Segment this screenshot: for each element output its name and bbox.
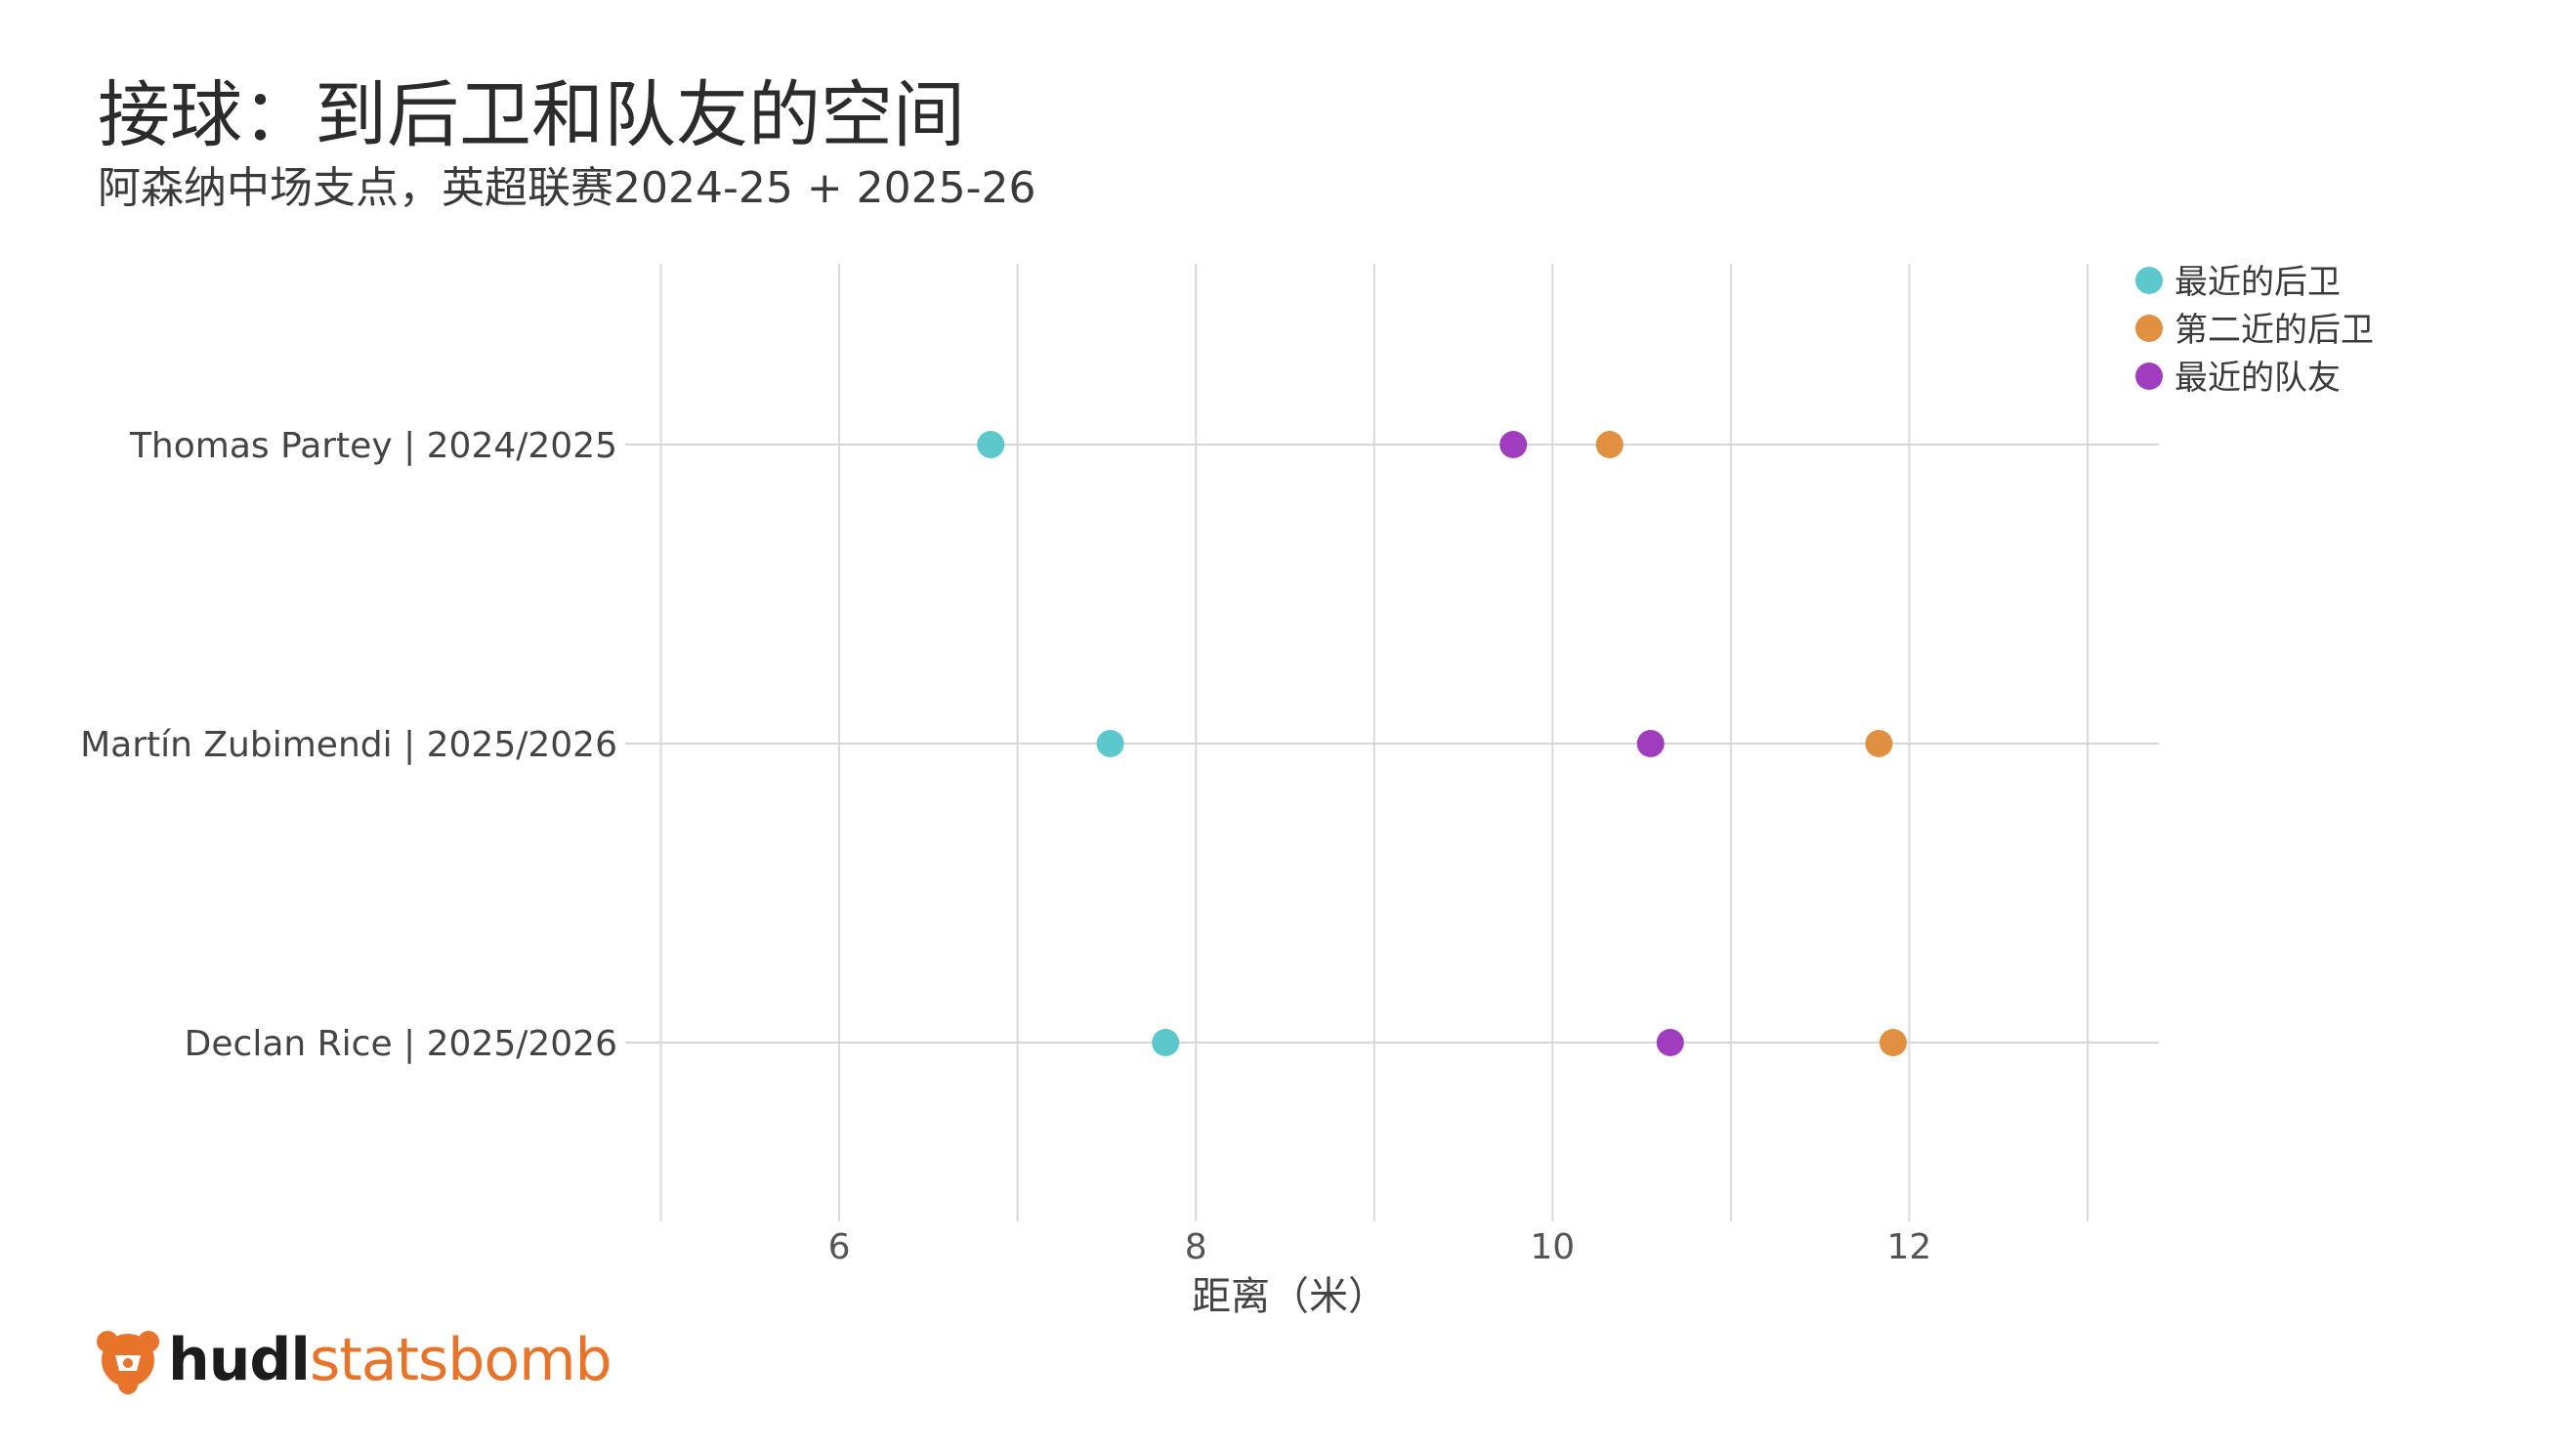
data-point xyxy=(1879,1029,1907,1056)
data-point xyxy=(1152,1029,1180,1056)
hudl-statsbomb-logo: hudl statsbomb xyxy=(94,1323,612,1397)
chart-title: 接球：到后卫和队友的空间 xyxy=(98,73,965,157)
x-tick-label: 6 xyxy=(828,1227,851,1267)
y-category-label: Declan Rice | 2025/2026 xyxy=(185,1024,617,1064)
data-point xyxy=(1865,730,1893,757)
legend-swatch xyxy=(2135,315,2163,342)
statsbomb-emblem-icon xyxy=(97,1331,159,1394)
data-points xyxy=(977,431,1907,1056)
legend-swatch xyxy=(2135,267,2163,294)
logo-text-hudl: hudl xyxy=(168,1326,311,1394)
x-axis-label: 距离（米） xyxy=(1192,1274,1387,1319)
x-tick-label: 12 xyxy=(1887,1227,1932,1267)
data-point xyxy=(1636,730,1665,757)
data-point xyxy=(1096,730,1124,757)
x-tick-label: 10 xyxy=(1530,1227,1575,1267)
category-rows: Thomas Partey | 2024/2025 Martín Zubimend… xyxy=(80,426,2159,1064)
data-point xyxy=(1656,1029,1684,1056)
data-point xyxy=(977,431,1005,458)
logo-text-statsbomb: statsbomb xyxy=(309,1326,612,1394)
y-category-label: Martín Zubimendi | 2025/2026 xyxy=(80,725,617,765)
x-axis-ticks: 6 8 10 12 xyxy=(828,1227,1932,1267)
legend-label: 最近的后卫 xyxy=(2175,263,2341,302)
chart-subtitle: 阿森纳中场支点，英超联赛2024-25 + 2025-26 xyxy=(98,163,1036,213)
legend-label: 第二近的后卫 xyxy=(2175,311,2374,350)
legend-label: 最近的队友 xyxy=(2175,359,2341,398)
y-category-label: Thomas Partey | 2024/2025 xyxy=(129,426,617,466)
data-point xyxy=(1499,431,1528,458)
legend-swatch xyxy=(2135,363,2163,390)
x-tick-label: 8 xyxy=(1185,1227,1207,1267)
data-point xyxy=(1595,431,1624,458)
